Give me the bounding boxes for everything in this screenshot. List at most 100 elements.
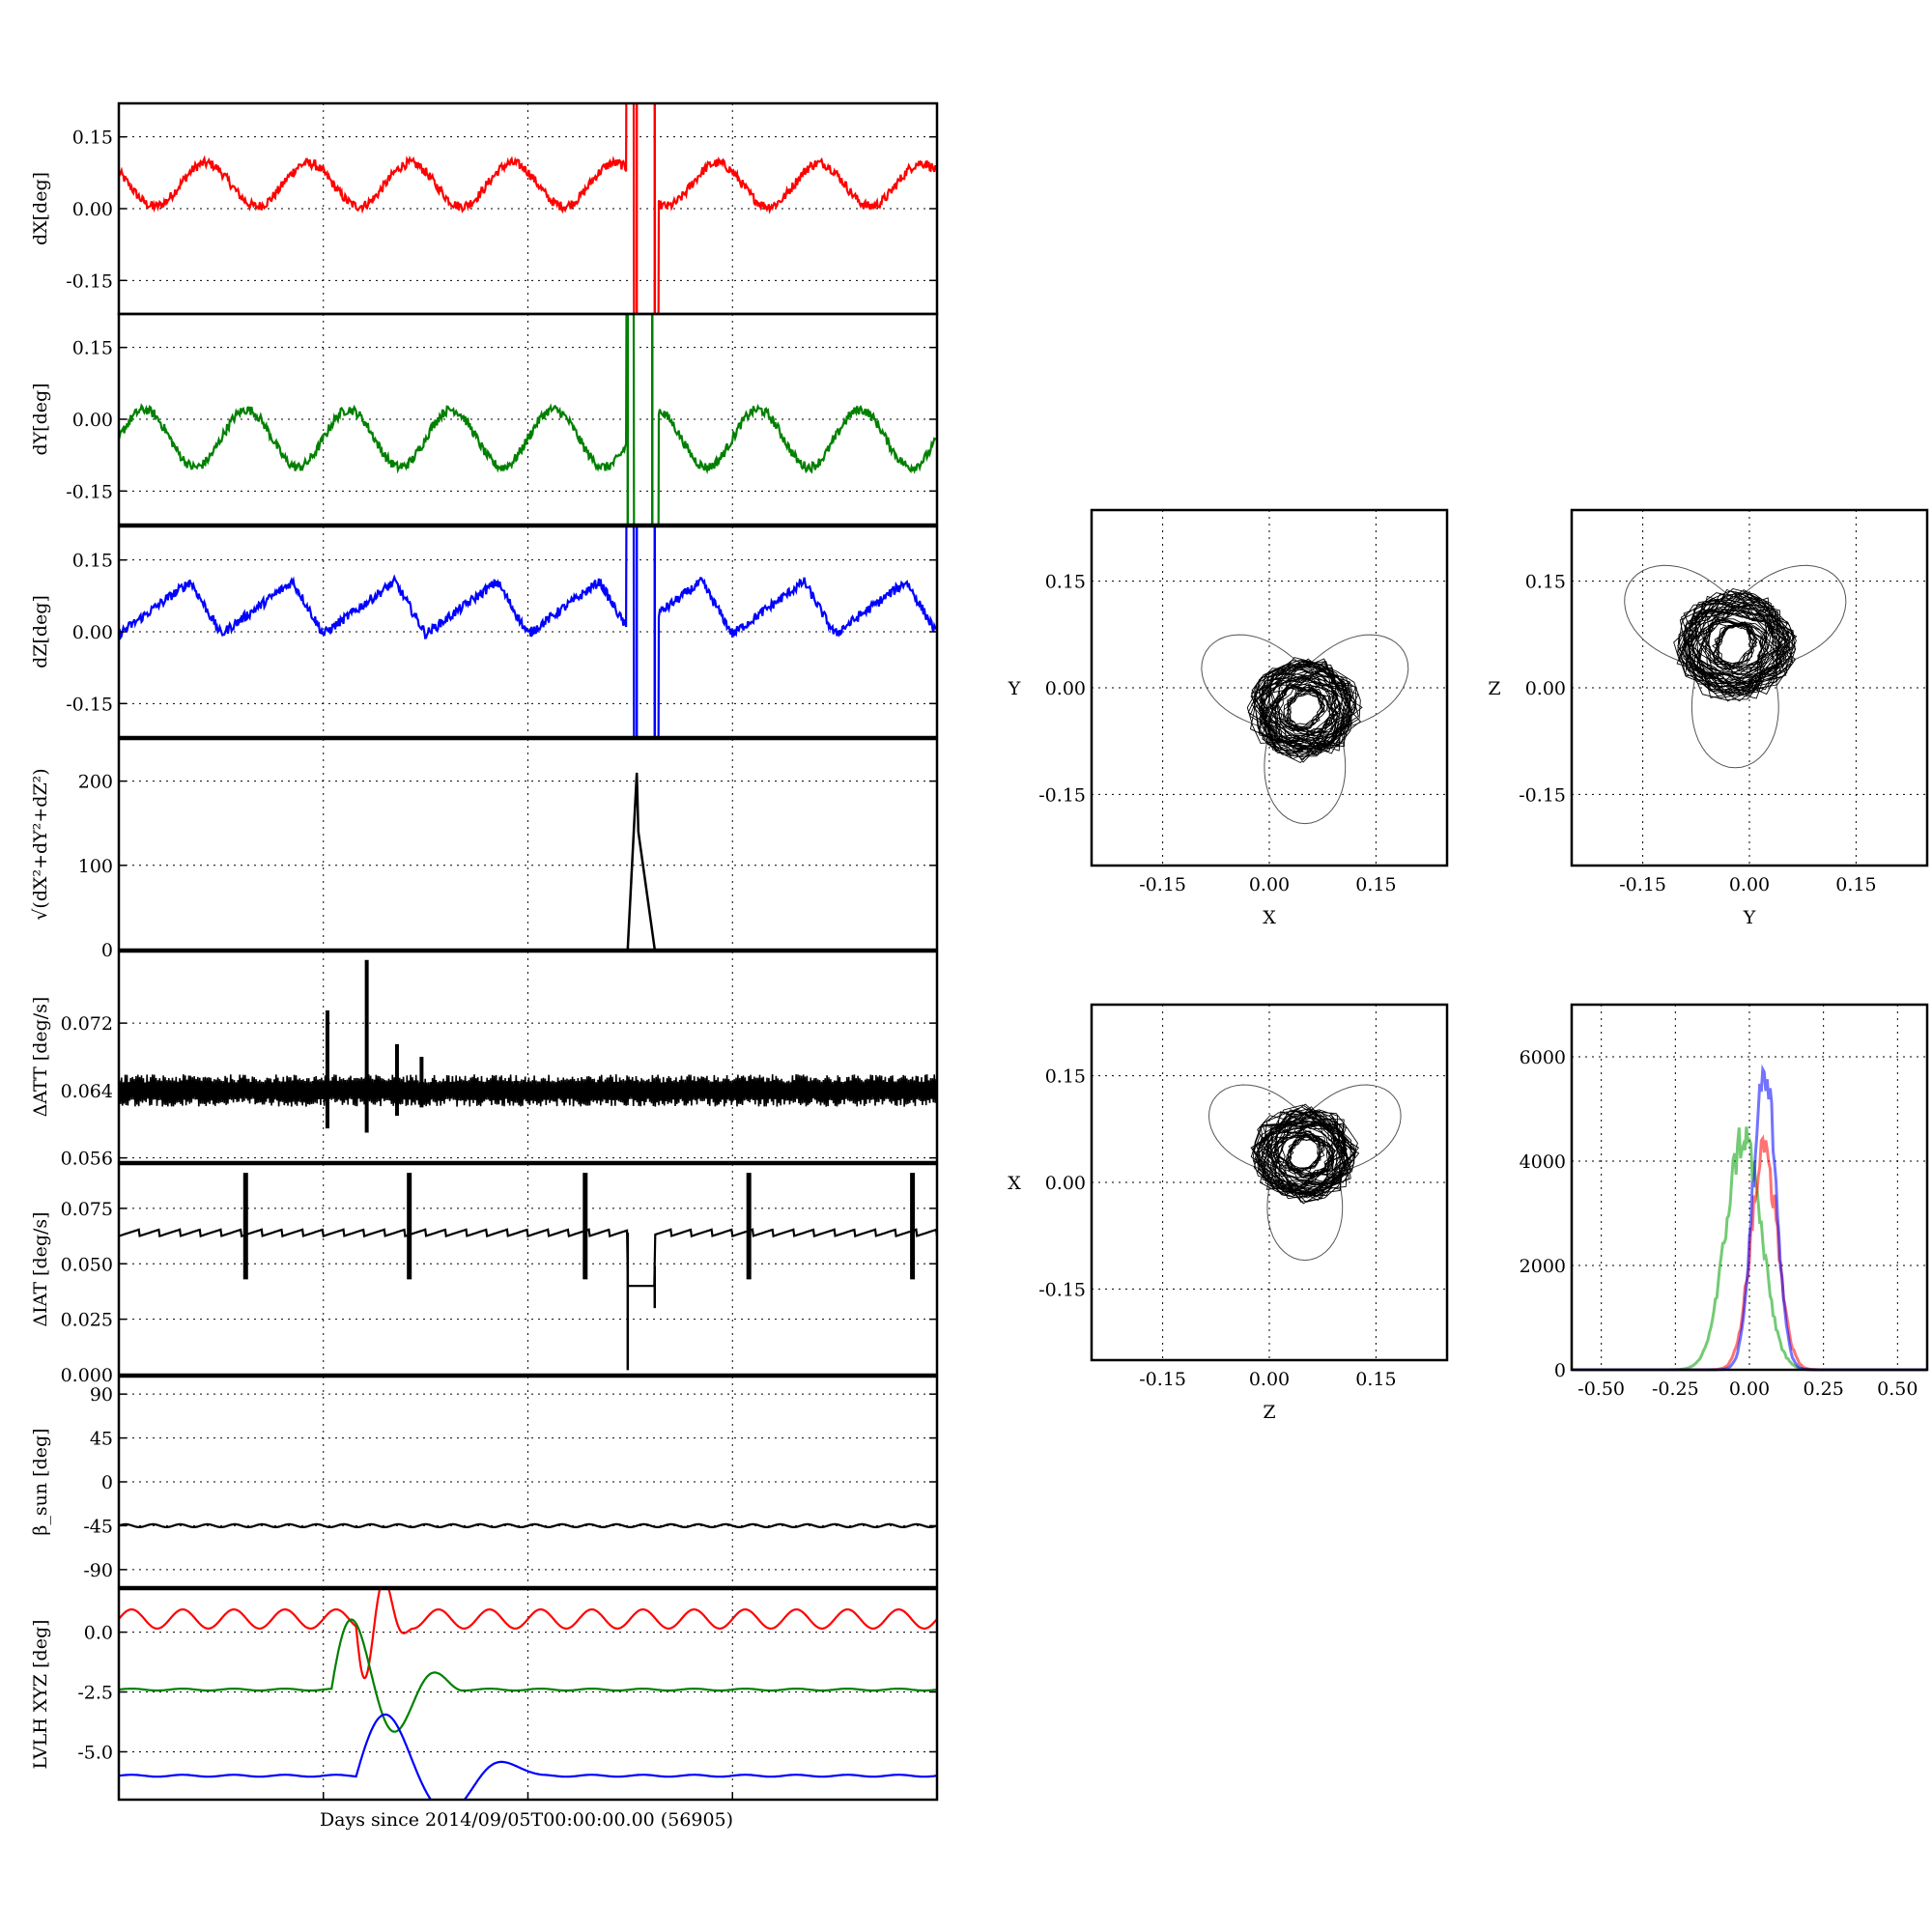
xlabel-zx: Z	[1263, 1402, 1275, 1423]
panel-mag	[626, 772, 657, 950]
ytick-label: 0	[1554, 1360, 1566, 1381]
series-line	[119, 103, 937, 314]
xtick-label: 0.50	[1877, 1378, 1918, 1400]
ytick-label: 100	[78, 856, 113, 877]
xtick-label: 0.25	[1804, 1378, 1844, 1400]
ylabel-lvlh: LVLH XYZ [deg]	[30, 1619, 51, 1769]
text-layer: 0.150.00-0.15dX[deg]0.150.00-0.15dY[deg]…	[30, 128, 1918, 1770]
ylabel-dz: dZ[deg]	[30, 595, 51, 668]
panel-dx	[119, 103, 937, 314]
ytick-label: -0.15	[66, 694, 113, 715]
ytick-label: 0.00	[1045, 678, 1086, 699]
xtick-label: -0.15	[1139, 1369, 1186, 1390]
ytick-label: 0.15	[1525, 572, 1566, 593]
ytick-label: 0.00	[72, 622, 113, 643]
xlabel-xy: X	[1263, 907, 1276, 928]
trajectory-cluster	[1673, 588, 1798, 702]
ytick-label: 0.15	[1045, 572, 1086, 593]
ytick-label: 0.15	[72, 128, 113, 149]
trajectory-cluster	[1250, 1103, 1360, 1205]
ytick-label: 0.050	[61, 1254, 113, 1275]
series-line	[119, 1589, 937, 1680]
panel-frame-mag	[117, 737, 939, 952]
xtick-label: 0.15	[1355, 1369, 1396, 1390]
xtick-label: 0.00	[1249, 874, 1290, 895]
series-line	[626, 772, 657, 950]
xtick-label: -0.25	[1652, 1378, 1699, 1400]
ytick-label: 0.00	[1525, 678, 1566, 699]
ytick-label: 0.00	[72, 199, 113, 220]
xtick-label: -0.50	[1577, 1378, 1625, 1400]
ylabel-dx: dX[deg]	[30, 172, 51, 245]
ytick-label: -45	[83, 1516, 113, 1537]
ylabel-xy: Y	[1008, 678, 1021, 699]
ytick-label: 2000	[1520, 1256, 1566, 1277]
ylabel-datt: ΔATT [deg/s]	[30, 997, 51, 1118]
xlabel-yz: Y	[1743, 907, 1756, 928]
xtick-label: 0.15	[1835, 874, 1876, 895]
ytick-label: -0.15	[1519, 784, 1566, 806]
ytick-label: 45	[90, 1429, 113, 1450]
ytick-label: 200	[78, 772, 113, 793]
series-line	[119, 1713, 937, 1800]
panel-dz	[119, 526, 937, 737]
ylabel-beta: β_sun [deg]	[30, 1428, 51, 1535]
ytick-label: 90	[90, 1384, 113, 1406]
ytick-label: 0.00	[1045, 1173, 1086, 1194]
ylabel-zx: X	[1008, 1173, 1021, 1194]
panel-beta	[119, 1522, 937, 1529]
ytick-label: 0.064	[61, 1081, 113, 1102]
ytick-label: 0.072	[61, 1013, 113, 1035]
ylabel-dy: dY[deg]	[30, 383, 51, 455]
series-line	[119, 526, 937, 737]
ytick-label: 0.15	[72, 338, 113, 359]
ytick-label: -90	[83, 1560, 113, 1581]
panel-datt	[119, 959, 937, 1133]
series-line	[119, 1618, 937, 1733]
series-line	[119, 1522, 937, 1529]
series-line	[119, 1228, 937, 1288]
ytick-label: 0.000	[61, 1365, 113, 1386]
ytick-label: 4000	[1520, 1151, 1566, 1173]
ytick-label: 0.00	[72, 410, 113, 431]
scatter-frame	[1090, 508, 1449, 867]
xtick-label: -0.15	[1139, 874, 1186, 895]
ylabel-diat: ΔIAT [deg/s]	[30, 1211, 51, 1326]
ytick-label: -2.5	[77, 1683, 113, 1704]
scatter-xy	[1201, 634, 1409, 825]
ytick-label: 6000	[1520, 1047, 1566, 1068]
scatter-frame	[1090, 1003, 1449, 1362]
xtick-label: 0.00	[1729, 1378, 1770, 1400]
panel-frame-diat	[117, 1162, 939, 1377]
ytick-label: 0.025	[61, 1310, 113, 1331]
axes-frames	[117, 101, 1929, 1802]
ytick-label: -0.15	[1038, 1279, 1086, 1300]
scatter-zx	[1208, 1084, 1402, 1262]
trajectory-loop	[1201, 634, 1409, 825]
ytick-label: 0.0	[84, 1623, 113, 1644]
trajectory-cluster	[1246, 657, 1363, 764]
panel-dy	[119, 314, 937, 525]
ytick-label: 0.056	[61, 1149, 113, 1170]
trajectory-loop	[1624, 564, 1847, 769]
ylabel-mag: √(dX²+dY²+dZ²)	[30, 768, 51, 920]
ytick-label: 0.15	[72, 551, 113, 572]
time-axis-label: Days since 2014/09/05T00:00:00.00 (56905…	[320, 1809, 733, 1831]
xtick-label: 0.00	[1249, 1369, 1290, 1390]
scatter-yz	[1624, 564, 1847, 769]
histogram-frame	[1570, 1003, 1929, 1372]
xtick-label: -0.15	[1619, 874, 1666, 895]
data-layer	[119, 103, 1927, 1800]
ylabel-yz: Z	[1488, 678, 1500, 699]
ytick-label: 0	[101, 940, 113, 961]
ytick-label: 0.15	[1045, 1066, 1086, 1088]
trajectory-loop	[1208, 1084, 1402, 1262]
ytick-label: 0	[101, 1472, 113, 1493]
xtick-label: 0.00	[1729, 874, 1770, 895]
panel-diat	[119, 1173, 937, 1371]
series-line	[119, 314, 937, 525]
ytick-label: 0.075	[61, 1199, 113, 1220]
ytick-label: -5.0	[77, 1742, 113, 1763]
series-line	[119, 1074, 937, 1107]
